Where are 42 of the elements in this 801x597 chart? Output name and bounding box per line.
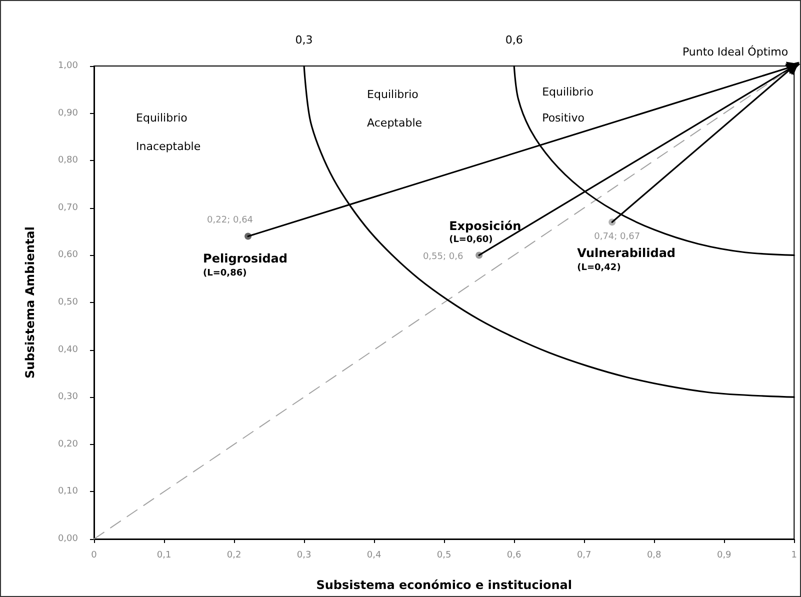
y-tick-label: 0,30 (58, 392, 78, 402)
annotation: Inaceptable (136, 140, 201, 153)
x-tick-label: 0 (91, 550, 98, 560)
x-tick-label: 0,5 (436, 550, 452, 560)
x-axis-title: Subsistema económico e institucional (316, 578, 572, 592)
annotation: Equilibrio (542, 86, 594, 99)
x-tick-label: 0,4 (366, 550, 382, 560)
y-tick-label: 0,40 (58, 344, 78, 355)
x-tick-label: 0,1 (156, 550, 172, 560)
y-tick-label: 0,20 (58, 439, 78, 450)
annotation: (L=0,42) (577, 263, 621, 274)
y-tick-label: 0,60 (58, 250, 78, 260)
x-tick-label: 0,9 (716, 550, 732, 560)
data-label: 0,55; 0,6 (422, 252, 464, 262)
y-tick-label: 0,50 (58, 298, 78, 308)
y-tick-label: 0,00 (58, 534, 78, 544)
y-tick-label: 0,80 (58, 156, 78, 166)
text: Exposición (449, 219, 522, 234)
y-tick-label: 1,00 (58, 61, 78, 71)
annotation: (L=0,60) (449, 235, 493, 246)
y-axis-title: Subsistema Ambiental (23, 226, 37, 378)
x-tick-label: 0,8 (646, 550, 662, 560)
data-label: 0,22; 0,64 (207, 215, 254, 226)
series-label: Peligrosidad (203, 251, 288, 266)
annotation: 0,6 (505, 34, 523, 46)
annotation: Aceptable (367, 116, 422, 130)
annotation: Equilibrio (367, 88, 419, 101)
x-tick-label: 1 (791, 550, 798, 560)
x-tick-label: 0,3 (296, 550, 312, 560)
text: Vulnerabilidad (577, 246, 676, 260)
x-tick-label: 0,2 (226, 550, 242, 560)
annotation: Punto Ideal Óptimo (682, 44, 788, 58)
annotation: (L=0,86) (203, 268, 247, 278)
y-tick-label: 0,10 (58, 486, 78, 497)
x-tick-label: 0,7 (576, 550, 592, 560)
y-tick-label: 0,70 (58, 202, 78, 213)
x-tick-label: 0,6 (506, 550, 522, 560)
annotation: Equilibrio (136, 112, 188, 125)
y-tick-label: 0,90 (58, 108, 78, 118)
annotation: 0,3 (295, 34, 313, 46)
annotation: Positivo (542, 112, 585, 125)
data-label: 0,74; 0,67 (594, 232, 640, 242)
